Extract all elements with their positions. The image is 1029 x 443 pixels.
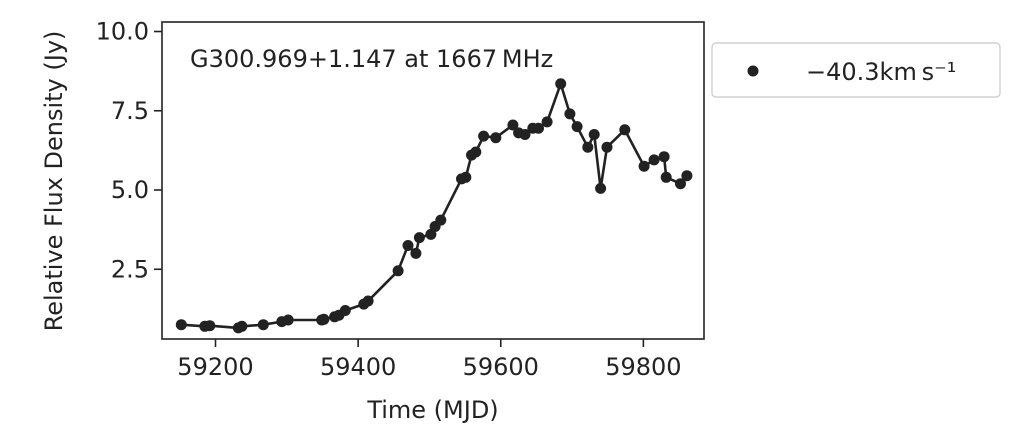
y-axis-label: Relative Flux Density (Jy)	[40, 31, 68, 332]
x-tick-label: 59800	[605, 353, 681, 381]
data-point	[490, 132, 502, 144]
data-point	[638, 160, 650, 172]
data-point	[648, 154, 660, 166]
chart-annotation: G300.969+1.147 at 1667 MHz	[190, 45, 553, 73]
y-tick-label: 2.5	[111, 255, 149, 283]
y-tick-label: 7.5	[111, 97, 149, 125]
data-point	[470, 146, 482, 158]
legend-marker	[747, 65, 759, 77]
x-tick-label: 59400	[320, 353, 396, 381]
y-tick-label: 5.0	[111, 176, 149, 204]
data-point	[660, 171, 672, 183]
data-point	[257, 319, 269, 331]
data-point	[413, 232, 425, 244]
data-point	[435, 214, 447, 226]
data-point	[658, 151, 670, 163]
data-point	[619, 124, 631, 136]
data-point	[507, 119, 519, 131]
x-axis: 59200 59400 59600 59800	[177, 339, 682, 381]
data-point	[571, 121, 583, 133]
legend-label: −40.3km s⁻¹	[806, 58, 956, 86]
data-point	[582, 141, 594, 153]
data-point	[555, 78, 567, 90]
series-line	[181, 82, 688, 330]
plot-frame	[161, 21, 705, 340]
data-point	[392, 265, 404, 277]
series-layer	[175, 78, 693, 334]
data-point	[595, 182, 607, 194]
y-axis: 2.5 5.0 7.5 10.0	[96, 18, 162, 283]
data-point	[402, 240, 414, 251]
data-point	[175, 319, 187, 331]
data-point	[681, 170, 693, 182]
data-point	[236, 320, 248, 332]
y-tick-label: 10.0	[96, 18, 149, 46]
data-point	[410, 247, 422, 259]
data-point	[564, 108, 576, 120]
data-point	[460, 171, 472, 183]
data-point	[588, 129, 600, 140]
x-tick-label: 59200	[177, 353, 253, 381]
data-point	[675, 178, 686, 190]
data-point	[318, 313, 330, 325]
data-point	[533, 122, 544, 134]
data-point	[519, 129, 531, 140]
x-axis-label: Time (MJD)	[366, 396, 498, 424]
legend: −40.3km s⁻¹	[711, 42, 1001, 98]
data-point	[362, 295, 374, 307]
legend-frame	[711, 42, 1001, 98]
data-point	[204, 320, 216, 332]
data-point	[282, 314, 294, 326]
data-point	[601, 141, 613, 153]
data-point	[339, 305, 351, 316]
x-tick-label: 59600	[463, 353, 539, 381]
data-point	[541, 116, 553, 128]
data-point	[478, 130, 490, 142]
